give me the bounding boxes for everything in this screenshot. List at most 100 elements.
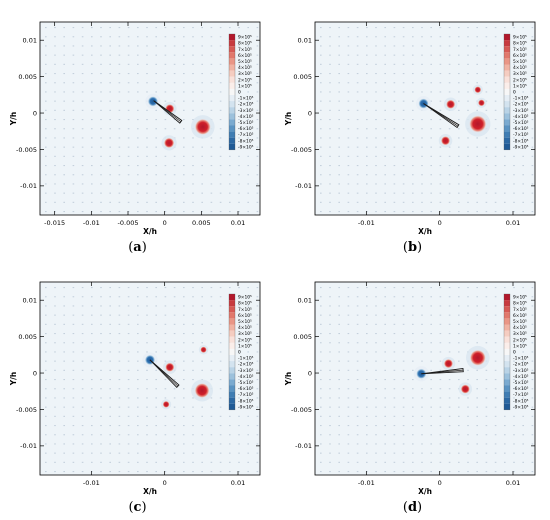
velocity-dot <box>219 165 222 167</box>
colorbar-label: 9×10⁵ <box>238 35 252 41</box>
velocity-dot <box>109 54 111 56</box>
velocity-dot <box>91 351 93 353</box>
velocity-dot <box>494 305 497 307</box>
velocity-dot <box>393 397 396 399</box>
velocity-dot <box>229 183 231 185</box>
x-tick-label: -0.01 <box>358 219 375 227</box>
velocity-dot <box>467 54 469 56</box>
velocity-dot <box>155 91 157 93</box>
velocity-dot <box>494 406 497 408</box>
velocity-dot <box>210 452 213 454</box>
velocity-dot <box>256 360 259 362</box>
colorbar-swatch <box>504 46 510 53</box>
colorbar-swatch <box>504 391 510 398</box>
velocity-dot <box>531 211 534 213</box>
velocity-dot <box>513 174 515 176</box>
velocity-dot <box>439 471 442 473</box>
velocity-dot <box>458 425 460 427</box>
y-tick-label: 0.01 <box>298 297 312 305</box>
velocity-dot <box>412 471 414 473</box>
y-tick-label: 0.005 <box>293 73 312 81</box>
velocity-dot <box>329 146 331 148</box>
velocity-dot <box>45 174 47 176</box>
velocity-dot <box>238 155 240 157</box>
velocity-dot <box>329 45 331 47</box>
velocity-dot <box>402 415 405 417</box>
velocity-dot <box>393 211 396 213</box>
velocity-dot <box>219 461 222 463</box>
velocity-dot <box>366 211 368 213</box>
colorbar-swatch <box>229 34 235 41</box>
velocity-dot <box>229 27 231 29</box>
velocity-dot <box>155 128 157 130</box>
velocity-dot <box>329 73 331 75</box>
velocity-dot <box>476 165 478 167</box>
velocity-dot <box>100 406 102 408</box>
velocity-dot <box>338 27 340 29</box>
velocity-dot <box>219 146 222 148</box>
velocity-dot <box>109 471 111 473</box>
velocity-dot <box>384 471 386 473</box>
velocity-dot <box>201 54 203 56</box>
velocity-dot <box>467 36 469 38</box>
colorbar-frame <box>228 293 236 411</box>
velocity-dot <box>155 333 157 335</box>
velocity-dot <box>247 137 249 139</box>
velocity-dot <box>219 397 222 399</box>
velocity-dot <box>320 100 322 102</box>
velocity-dot <box>513 379 515 381</box>
velocity-dot <box>183 360 185 362</box>
velocity-dot <box>256 119 259 121</box>
colorbar-label: -3×10⁵ <box>513 368 529 374</box>
velocity-dot <box>72 471 75 473</box>
velocity-dot <box>494 379 497 381</box>
velocity-dot <box>430 314 432 316</box>
velocity-dot <box>173 192 176 194</box>
velocity-dot <box>375 128 377 130</box>
velocity-dot <box>375 192 377 194</box>
x-tick-label: 0.01 <box>231 219 245 227</box>
velocity-dot <box>109 155 111 157</box>
velocity-dot <box>72 443 75 445</box>
velocity-dot <box>421 360 423 362</box>
velocity-dot <box>494 45 497 47</box>
velocity-dot <box>347 452 350 454</box>
velocity-dot <box>100 434 102 436</box>
velocity-dot <box>183 379 185 381</box>
velocity-dot <box>347 73 350 75</box>
velocity-dot <box>238 45 240 47</box>
velocity-dot <box>366 452 368 454</box>
velocity-dot <box>118 119 121 121</box>
velocity-dot <box>127 45 130 47</box>
velocity-dot <box>421 91 423 93</box>
velocity-dot <box>256 333 259 335</box>
velocity-dot <box>91 192 93 194</box>
velocity-dot <box>439 314 442 316</box>
velocity-dot <box>485 379 488 381</box>
x-tick-label: 0.01 <box>506 219 520 227</box>
velocity-dot <box>412 333 414 335</box>
velocity-dot <box>384 305 386 307</box>
colorbar-swatch <box>504 64 510 71</box>
panel-c: -0.01 0 0.01 0.01 0.005 0 -0.005 -0.01 X/h Y/h 9×1… <box>0 260 275 520</box>
velocity-dot <box>356 109 359 111</box>
velocity-dot <box>329 165 331 167</box>
colorbar-swatch <box>504 397 510 404</box>
velocity-dot <box>91 342 93 344</box>
colorbar-label: -5×10⁵ <box>513 380 529 386</box>
velocity-dot <box>146 406 148 408</box>
velocity-dot <box>109 360 111 362</box>
velocity-dot <box>439 100 442 102</box>
velocity-dot <box>504 211 506 213</box>
velocity-dot <box>192 82 194 84</box>
velocity-dot <box>430 323 432 325</box>
velocity-dot <box>513 369 515 371</box>
velocity-dot <box>531 471 534 473</box>
velocity-dot <box>256 323 259 325</box>
velocity-dot <box>183 342 185 344</box>
velocity-dot <box>356 333 359 335</box>
velocity-dot <box>494 342 497 344</box>
velocity-dot <box>439 155 442 157</box>
velocity-dot <box>439 119 442 121</box>
